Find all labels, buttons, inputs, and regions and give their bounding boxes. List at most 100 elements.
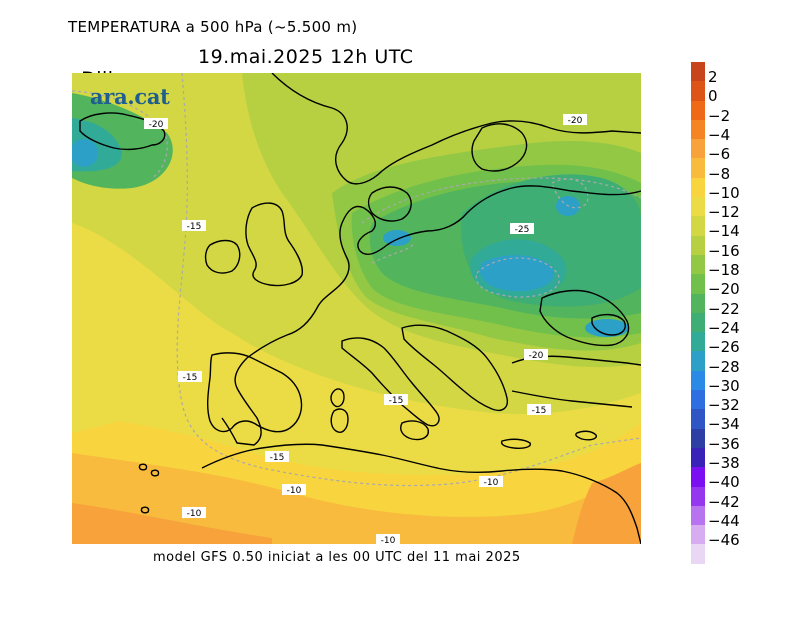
coast-sicily [400,420,429,441]
field-band-west [72,273,192,433]
cold-core-caspian [585,319,629,337]
color-scale-step [691,293,705,313]
coast-balkans [401,324,509,412]
color-scale-step [691,216,705,236]
color-scale-step [691,139,705,159]
isotherm-label-text: -15 [389,396,404,406]
color-scale-step [691,177,705,198]
coast-baltic [367,186,412,222]
color-scale-label: −22 [708,299,740,318]
color-scale-step [691,486,705,506]
coast-iceland [79,112,166,151]
map-title: TEMPERATURA a 500 hPa (~5.500 m) [68,18,358,36]
color-scale-label: −12 [708,203,740,222]
isotherm-label-text: -15 [270,453,285,463]
coast-africa [201,443,641,544]
isotherm-label-text: -10 [187,509,202,519]
color-scale-step [691,370,705,391]
coast-iberia [207,352,303,433]
isotherm-label: -15 [265,451,289,463]
coast-corsica [330,388,345,408]
color-scale-label: −26 [708,338,740,357]
color-scale-label: −20 [708,280,740,299]
color-scale-step [691,351,705,371]
isotherm-label: -10 [282,484,306,496]
color-scale-step [691,254,705,275]
color-scale-label: 0 [708,87,718,106]
isotherm-label-text: -20 [149,120,164,130]
color-scale-step [691,197,705,217]
isotherm-label: -25 [510,223,534,235]
color-scale-step [691,332,705,352]
isotherm-label-text: -25 [515,225,530,235]
coast-caspian [591,313,626,336]
color-scale-label: −6 [708,145,731,164]
color-scale-step [691,428,705,448]
color-scale-step [691,390,705,410]
color-scale-label: −44 [708,511,740,530]
field-band-south-4 [72,503,272,544]
coast-madeira [140,506,150,514]
color-scale-step [691,100,705,120]
color-scale-label: −28 [708,357,740,376]
color-scale-label: −24 [708,318,740,337]
isotherm-label: -20 [144,118,168,130]
color-scale-label: −18 [708,261,740,279]
color-scale-label: −8 [708,164,731,183]
isotherm-label-text: -20 [529,351,544,361]
isotherm-label: -10 [376,534,400,544]
color-scale-bar [691,62,705,564]
isotherm-label-text: -10 [287,486,302,496]
color-scale-step [691,409,705,429]
color-scale-label: −46 [708,531,740,550]
isotherm-label-text: -15 [532,406,547,416]
color-scale-label: −14 [708,222,740,241]
isotherm-label: -20 [524,349,548,361]
coast-black-sea [539,289,630,347]
coast-britain [245,202,304,287]
isotherm-label-text: -10 [484,478,499,488]
cold-core-baltic [383,230,411,246]
isotherm-label: -15 [182,220,206,232]
isotherm-label: -10 [479,476,503,488]
valid-time-label: 19.mai.2025 12h UTC [198,46,414,68]
color-scale-label: −32 [708,396,740,415]
isotherm-label: -15 [527,404,551,416]
color-scale-label: −16 [708,241,740,260]
isotherm-labels: -20 -20 -15 -25 -15 -20 -15 -15 -15 -10 … [144,114,587,544]
coast-crete [500,438,531,449]
color-scale-label: −34 [708,415,740,434]
isotherm-label-text: -15 [183,373,198,383]
color-scale-step [691,62,705,82]
isotherm-label: -20 [563,114,587,126]
coast-ireland [204,239,241,274]
color-scale-step [691,447,705,468]
field-band-north-7 [479,255,554,292]
color-scale-label: −38 [708,454,740,472]
field-band-south-3 [72,453,641,544]
coast-scandinavia [471,123,528,172]
coast-cyprus [575,430,597,441]
color-scale-label: −10 [708,183,740,202]
coast-sardinia [330,408,349,433]
cold-core-iceland [72,139,98,167]
isotherm-label-text: -20 [568,116,583,126]
color-scale-step [691,312,705,333]
coast-canaries [138,463,160,477]
brand-logo[interactable]: ara.cat [90,84,170,109]
model-run-caption: model GFS 0.50 iniciat a les 00 UTC del … [153,550,521,565]
coastlines [79,73,641,544]
color-scale-label: −40 [708,473,740,492]
color-scale-step [691,525,705,545]
color-scale-step [691,119,705,140]
color-scale-label: 2 [708,68,718,86]
color-scale-step [691,274,705,294]
color-scale-step [691,467,705,487]
coast-italy [341,337,440,427]
color-scale-step [691,235,705,255]
coast-continent [221,73,641,446]
color-scale-label: −36 [708,434,740,453]
color-scale-step [691,544,705,564]
color-scale-label: −2 [708,106,731,125]
isotherm-label: -10 [182,507,206,519]
